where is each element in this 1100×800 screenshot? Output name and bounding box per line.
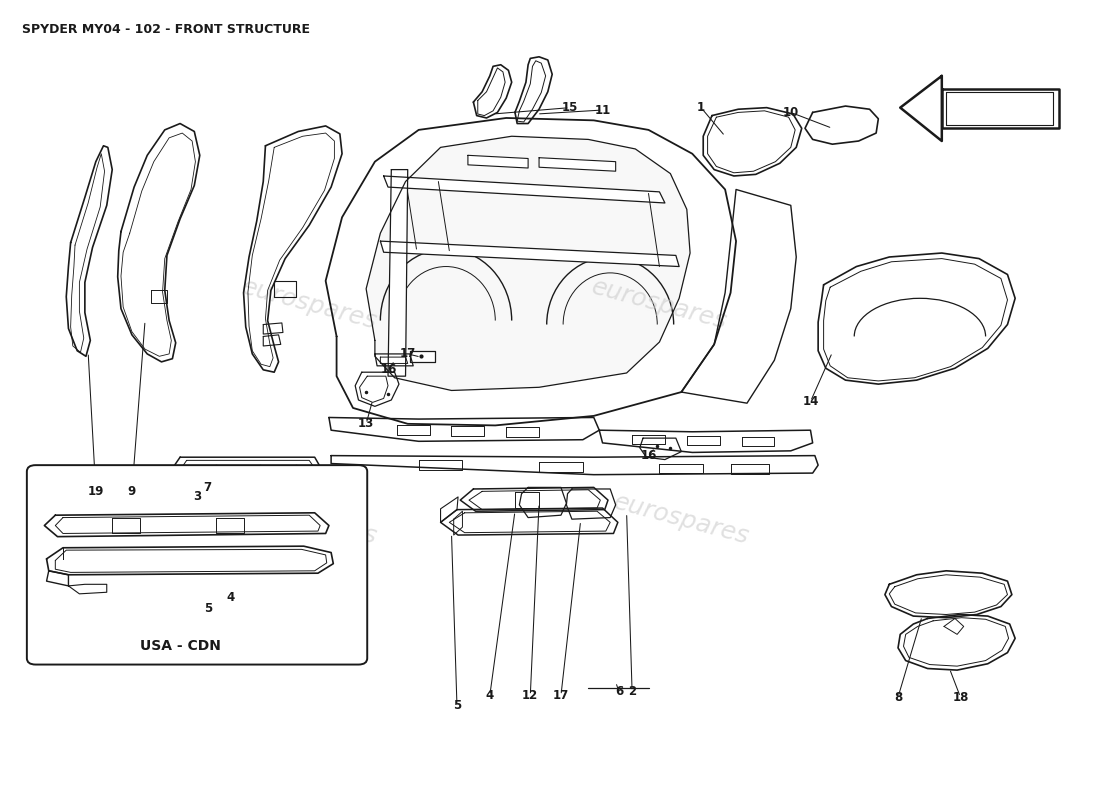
Polygon shape	[703, 108, 802, 176]
FancyBboxPatch shape	[26, 465, 367, 665]
Polygon shape	[805, 106, 878, 144]
Polygon shape	[174, 457, 320, 474]
Polygon shape	[397, 426, 430, 435]
Polygon shape	[329, 418, 600, 442]
Polygon shape	[243, 126, 342, 372]
Polygon shape	[944, 618, 964, 634]
Polygon shape	[468, 155, 528, 168]
Polygon shape	[217, 518, 243, 534]
Polygon shape	[460, 487, 608, 511]
Text: eurospares: eurospares	[239, 275, 380, 334]
Polygon shape	[381, 241, 679, 266]
Text: 5: 5	[205, 602, 212, 614]
Polygon shape	[68, 584, 107, 594]
Text: 15: 15	[561, 101, 578, 114]
Polygon shape	[600, 430, 813, 453]
Text: 19: 19	[88, 485, 104, 498]
Polygon shape	[326, 118, 736, 426]
Text: 10: 10	[783, 106, 799, 119]
Polygon shape	[46, 571, 68, 586]
Polygon shape	[355, 372, 399, 406]
Text: 4: 4	[486, 689, 494, 702]
Text: 6: 6	[615, 685, 623, 698]
Polygon shape	[384, 176, 664, 203]
Polygon shape	[66, 146, 112, 356]
Polygon shape	[44, 513, 329, 537]
Polygon shape	[515, 57, 552, 123]
Text: eurospares: eurospares	[588, 275, 730, 334]
Polygon shape	[539, 158, 616, 171]
Polygon shape	[381, 357, 408, 363]
Polygon shape	[410, 350, 436, 362]
Polygon shape	[46, 546, 333, 574]
Text: 11: 11	[594, 103, 610, 117]
Text: 12: 12	[522, 689, 538, 702]
Polygon shape	[632, 435, 664, 445]
Polygon shape	[884, 571, 1012, 618]
Polygon shape	[730, 464, 769, 474]
Text: 1: 1	[697, 101, 705, 114]
Text: eurospares: eurospares	[610, 490, 752, 549]
Polygon shape	[118, 123, 200, 362]
Polygon shape	[331, 456, 818, 474]
Polygon shape	[375, 354, 414, 366]
Polygon shape	[112, 518, 140, 534]
Text: 13: 13	[358, 418, 374, 430]
Text: 9: 9	[128, 485, 136, 498]
Polygon shape	[640, 438, 681, 459]
Polygon shape	[681, 190, 796, 403]
Polygon shape	[451, 426, 484, 436]
Text: 16: 16	[640, 449, 657, 462]
Polygon shape	[686, 436, 719, 446]
Polygon shape	[263, 335, 280, 346]
Polygon shape	[183, 460, 314, 471]
Polygon shape	[263, 323, 283, 334]
Polygon shape	[515, 492, 539, 508]
Text: 17: 17	[553, 689, 569, 702]
Text: eurospares: eurospares	[239, 490, 380, 549]
Text: 8: 8	[894, 690, 902, 704]
Text: 3: 3	[194, 490, 201, 503]
Polygon shape	[519, 487, 566, 518]
Polygon shape	[441, 497, 458, 522]
Text: USA - CDN: USA - CDN	[140, 638, 220, 653]
Polygon shape	[741, 437, 774, 446]
Polygon shape	[441, 508, 618, 535]
Polygon shape	[419, 460, 462, 470]
Text: 18: 18	[953, 690, 969, 704]
Polygon shape	[898, 614, 1015, 670]
Text: 17: 17	[399, 347, 416, 361]
Text: 16: 16	[381, 363, 397, 376]
Polygon shape	[453, 511, 462, 535]
Polygon shape	[818, 253, 1015, 384]
Text: 2: 2	[628, 685, 636, 698]
Polygon shape	[274, 281, 296, 297]
Polygon shape	[366, 136, 690, 390]
Polygon shape	[566, 489, 616, 519]
Polygon shape	[506, 427, 539, 437]
Polygon shape	[360, 376, 388, 402]
Text: 7: 7	[204, 481, 211, 494]
Polygon shape	[473, 65, 512, 118]
Polygon shape	[659, 463, 703, 473]
Polygon shape	[539, 462, 583, 471]
Polygon shape	[388, 170, 408, 376]
Text: 4: 4	[227, 590, 234, 603]
Text: 5: 5	[453, 699, 461, 712]
Polygon shape	[151, 290, 167, 303]
Text: 14: 14	[802, 395, 818, 408]
Polygon shape	[942, 89, 1059, 128]
Polygon shape	[900, 76, 942, 141]
Text: SPYDER MY04 - 102 - FRONT STRUCTURE: SPYDER MY04 - 102 - FRONT STRUCTURE	[22, 22, 310, 36]
